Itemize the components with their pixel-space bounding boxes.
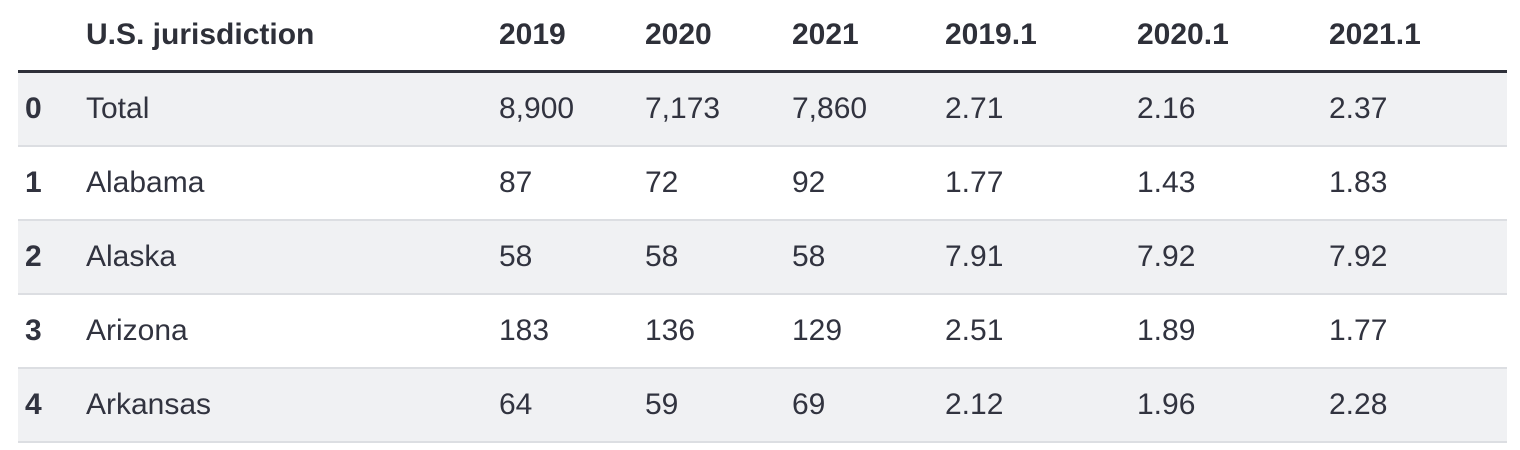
jurisdiction-data-table: U.S. jurisdiction 2019 2020 2021 2019.1 … [18,0,1507,443]
table-row: 0 Total 8,900 7,173 7,860 2.71 2.16 2.37 [18,71,1507,147]
jurisdiction-cell: Total [85,71,497,147]
value-cell: 7,173 [643,71,790,147]
column-header-2019-1: 2019.1 [943,0,1135,73]
value-cell: 58 [497,220,643,295]
jurisdiction-cell: Alabama [85,146,497,221]
table-row: 1 Alabama 87 72 92 1.77 1.43 1.83 [18,146,1507,221]
table-row: 3 Arizona 183 136 129 2.51 1.89 1.77 [18,294,1507,369]
value-cell: 72 [643,146,790,221]
value-cell: 1.83 [1327,146,1507,221]
column-header-2020-1: 2020.1 [1135,0,1327,73]
value-cell: 1.77 [1327,294,1507,369]
value-cell: 59 [643,368,790,443]
corner-header-cell [18,0,85,73]
column-header-jurisdiction: U.S. jurisdiction [85,0,497,73]
table-header-row: U.S. jurisdiction 2019 2020 2021 2019.1 … [18,0,1507,73]
row-index-cell: 1 [18,146,85,221]
table-row: 2 Alaska 58 58 58 7.91 7.92 7.92 [18,220,1507,295]
value-cell: 1.43 [1135,146,1327,221]
value-cell: 2.12 [943,368,1135,443]
row-index-cell: 2 [18,220,85,295]
value-cell: 129 [790,294,943,369]
value-cell: 7.92 [1135,220,1327,295]
value-cell: 183 [497,294,643,369]
column-header-2019: 2019 [497,0,643,73]
value-cell: 2.37 [1327,71,1507,147]
value-cell: 1.89 [1135,294,1327,369]
value-cell: 64 [497,368,643,443]
value-cell: 92 [790,146,943,221]
table-row: 4 Arkansas 64 59 69 2.12 1.96 2.28 [18,368,1507,443]
value-cell: 58 [643,220,790,295]
value-cell: 136 [643,294,790,369]
value-cell: 2.28 [1327,368,1507,443]
column-header-2021: 2021 [790,0,943,73]
row-index-cell: 3 [18,294,85,369]
row-index-cell: 0 [18,71,85,147]
jurisdiction-cell: Alaska [85,220,497,295]
column-header-2021-1: 2021.1 [1327,0,1507,73]
row-index-cell: 4 [18,368,85,443]
value-cell: 2.16 [1135,71,1327,147]
jurisdiction-cell: Arizona [85,294,497,369]
value-cell: 7,860 [790,71,943,147]
value-cell: 87 [497,146,643,221]
value-cell: 7.91 [943,220,1135,295]
value-cell: 69 [790,368,943,443]
jurisdiction-cell: Arkansas [85,368,497,443]
value-cell: 1.77 [943,146,1135,221]
value-cell: 7.92 [1327,220,1507,295]
value-cell: 2.51 [943,294,1135,369]
value-cell: 1.96 [1135,368,1327,443]
value-cell: 58 [790,220,943,295]
value-cell: 8,900 [497,71,643,147]
value-cell: 2.71 [943,71,1135,147]
column-header-2020: 2020 [643,0,790,73]
